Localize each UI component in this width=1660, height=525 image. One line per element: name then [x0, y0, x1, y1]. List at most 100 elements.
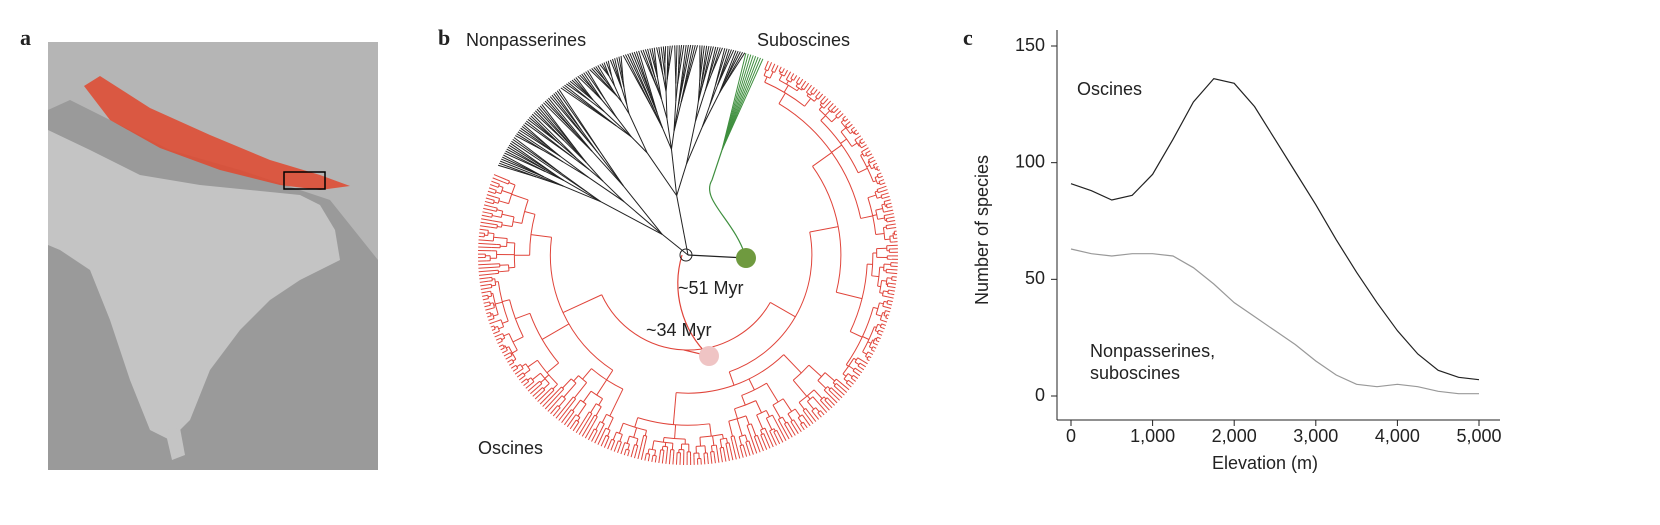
branch — [794, 75, 797, 79]
branch — [502, 214, 514, 217]
branch — [567, 417, 574, 427]
branch — [878, 173, 881, 174]
branch — [882, 204, 885, 205]
branch — [802, 415, 805, 419]
branch — [714, 455, 715, 463]
branch — [710, 85, 718, 105]
branch — [780, 67, 781, 69]
branch — [855, 139, 857, 140]
branch — [780, 423, 789, 439]
branch — [779, 75, 782, 80]
branch — [829, 390, 834, 394]
branch — [868, 195, 876, 198]
branch — [499, 327, 504, 329]
branch — [882, 186, 887, 188]
branch — [627, 436, 629, 443]
branch — [678, 255, 709, 356]
branch — [720, 448, 721, 454]
branch — [574, 383, 586, 398]
branch — [884, 196, 890, 198]
branch — [570, 422, 574, 429]
branch — [619, 423, 623, 433]
branch — [502, 338, 505, 339]
branch — [564, 137, 577, 153]
branch — [792, 74, 794, 77]
branch — [553, 384, 558, 389]
branch — [773, 438, 777, 446]
branch — [824, 106, 826, 108]
branch — [480, 226, 491, 227]
branch — [593, 417, 597, 424]
branch — [512, 350, 517, 353]
branch — [495, 302, 502, 304]
branch — [806, 408, 809, 411]
branch — [873, 215, 877, 216]
branch — [536, 381, 540, 384]
branch — [515, 371, 520, 375]
branch — [599, 399, 603, 405]
branch — [794, 420, 796, 423]
branch — [858, 370, 862, 373]
branch — [515, 313, 529, 318]
branch — [793, 380, 807, 396]
branch — [802, 89, 803, 90]
branch — [863, 142, 865, 143]
branch — [556, 406, 566, 419]
branch — [547, 363, 559, 373]
x-tick-label: 5,000 — [1456, 426, 1501, 446]
branch — [531, 235, 552, 238]
branch — [812, 153, 831, 167]
branch — [585, 424, 593, 438]
branch — [889, 224, 896, 225]
branch — [491, 308, 495, 309]
branch — [493, 315, 498, 317]
branch — [885, 193, 889, 194]
branch — [623, 80, 624, 88]
node-dot — [699, 346, 719, 366]
branch — [741, 449, 743, 458]
branch — [872, 276, 879, 277]
branch — [756, 440, 760, 452]
branch — [482, 296, 485, 297]
branch — [667, 447, 668, 452]
branch — [847, 122, 850, 124]
branch — [889, 217, 894, 218]
branch — [829, 399, 835, 405]
branch — [713, 436, 714, 445]
branch — [657, 71, 658, 77]
branch — [889, 207, 892, 208]
clade-label: Suboscines — [757, 30, 850, 50]
branch — [803, 410, 806, 414]
branch — [884, 215, 888, 216]
branch — [852, 143, 857, 146]
branch — [880, 331, 883, 332]
branch — [765, 428, 769, 437]
branch — [528, 378, 531, 380]
phylogeny — [478, 45, 898, 465]
branch — [821, 412, 824, 415]
branch — [770, 431, 773, 438]
branch — [882, 296, 887, 297]
branch — [722, 434, 723, 438]
branch — [491, 326, 493, 327]
x-tick-label: 4,000 — [1375, 426, 1420, 446]
branch — [878, 191, 883, 193]
branch — [828, 394, 837, 403]
branch — [820, 400, 824, 405]
branch — [863, 352, 867, 354]
branch — [775, 70, 776, 72]
branch — [883, 306, 887, 307]
panel-label: b — [438, 25, 450, 50]
branch — [818, 381, 826, 389]
branch — [563, 379, 572, 388]
branch — [745, 435, 747, 442]
branch — [541, 379, 545, 383]
branch — [652, 458, 653, 462]
y-axis-label: Number of species — [972, 155, 992, 305]
branch — [479, 274, 495, 276]
branch — [879, 303, 883, 304]
branch — [641, 447, 644, 460]
branch — [884, 212, 887, 213]
branch — [641, 435, 644, 446]
